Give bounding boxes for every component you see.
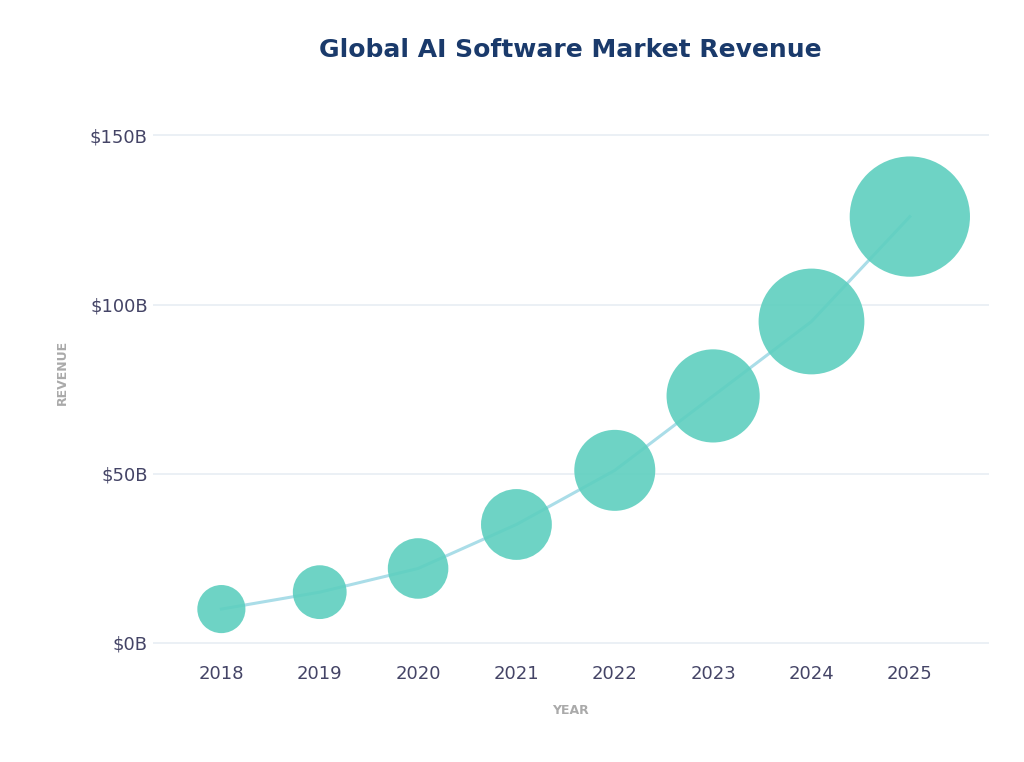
Point	[606, 464, 623, 476]
Y-axis label: REVENUE: REVENUE	[56, 340, 69, 405]
Title: Global AI Software Market Revenue: Global AI Software Market Revenue	[319, 38, 822, 62]
Point	[902, 210, 919, 223]
Point	[311, 586, 328, 598]
Point	[508, 518, 524, 530]
X-axis label: YEAR: YEAR	[552, 703, 589, 716]
Point	[705, 390, 721, 402]
Point	[410, 562, 426, 575]
Point	[213, 603, 229, 615]
Point	[803, 315, 819, 328]
